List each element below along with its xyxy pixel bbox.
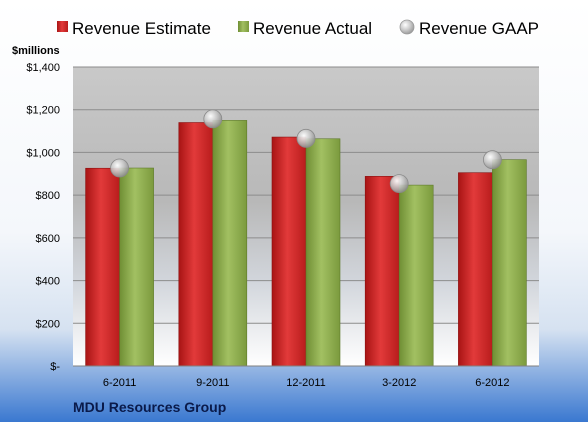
bars — [85, 120, 527, 367]
x-tick-label: 6-2012 — [475, 377, 509, 389]
company-name: MDU Resources Group — [73, 399, 226, 415]
y-axis-tick-labels: $- $200 $400 $600 $800 $1,000 $1,200 $1,400 — [26, 62, 60, 373]
marker-revenue-gaap — [110, 158, 129, 178]
y-tick-label: $800 — [36, 190, 60, 202]
marker-revenue-gaap — [482, 150, 502, 170]
bar-revenue-estimate — [271, 136, 307, 367]
x-tick-label: 6-2011 — [103, 377, 136, 389]
bar-revenue-estimate — [178, 122, 214, 367]
y-tick-label: $200 — [36, 318, 60, 330]
legend-label-estimate: Revenue Estimate — [72, 19, 211, 38]
bar-revenue-estimate — [364, 176, 400, 367]
x-axis-tick-labels: 6-2011 9-2011 12-2011 3-2012 6-2012 — [103, 377, 510, 389]
x-tick-label: 9-2011 — [196, 377, 229, 389]
y-tick-label: $600 — [36, 233, 60, 245]
bar-revenue-actual — [119, 167, 154, 367]
marker-revenue-gaap — [296, 128, 316, 148]
marker-revenue-gaap — [389, 174, 409, 194]
bar-revenue-actual — [492, 159, 527, 367]
x-tick-label: 12-2011 — [286, 377, 326, 389]
bar-revenue-estimate — [85, 167, 120, 367]
legend-swatch-actual — [238, 21, 249, 32]
x-tick-label: 3-2012 — [382, 377, 416, 389]
bar-revenue-estimate — [458, 172, 493, 367]
bar-revenue-actual — [305, 138, 341, 367]
bar-revenue-actual — [398, 184, 434, 367]
legend-label-gaap: Revenue GAAP — [419, 19, 539, 38]
legend-label-actual: Revenue Actual — [253, 19, 372, 38]
legend: Revenue Estimate Revenue Actual Revenue … — [57, 19, 539, 38]
y-tick-label: $1,400 — [26, 62, 60, 74]
y-tick-label: $- — [50, 361, 60, 373]
legend-marker-gaap — [399, 19, 415, 35]
bar-revenue-actual — [212, 120, 248, 367]
marker-revenue-gaap — [203, 109, 223, 129]
y-axis-units-label: $millions — [12, 45, 60, 57]
y-tick-label: $1,200 — [26, 105, 60, 117]
y-tick-label: $1,000 — [26, 147, 60, 159]
gaap-markers — [110, 109, 502, 194]
legend-swatch-estimate — [57, 21, 68, 32]
y-tick-label: $400 — [36, 276, 60, 288]
